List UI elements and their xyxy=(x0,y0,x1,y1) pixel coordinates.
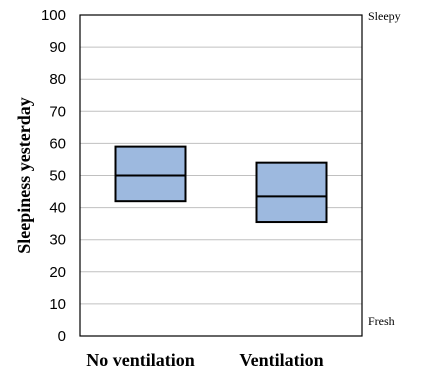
y-tick-label: 90 xyxy=(49,39,66,56)
right-label-bottom: Fresh xyxy=(368,314,395,328)
right-label-top: Sleepy xyxy=(368,9,401,23)
y-axis-label: Sleepiness yesterday xyxy=(14,97,34,254)
y-tick-label: 80 xyxy=(49,71,66,88)
y-tick-labels: 0 10 20 30 40 50 60 70 80 90 100 xyxy=(41,7,66,345)
box-1 xyxy=(114,145,187,203)
box-rect xyxy=(255,161,328,224)
category-label: No ventilation xyxy=(86,350,195,370)
y-tick-label: 10 xyxy=(49,296,66,313)
y-tick-label: 70 xyxy=(49,103,66,120)
box-2 xyxy=(255,161,328,224)
category-labels: No ventilation Ventilation xyxy=(86,350,323,370)
y-tick-label: 50 xyxy=(49,168,66,185)
category-label: Ventilation xyxy=(239,350,323,370)
y-tick-label: 30 xyxy=(49,232,66,249)
y-tick-label: 0 xyxy=(58,328,66,345)
box-rect xyxy=(114,145,187,203)
plot-frame xyxy=(79,14,363,337)
y-tick-label: 40 xyxy=(49,200,66,217)
boxes xyxy=(114,145,328,224)
y-tick-label: 60 xyxy=(49,135,66,152)
y-tick-label: 20 xyxy=(49,264,66,281)
y-tick-label: 100 xyxy=(41,7,66,24)
